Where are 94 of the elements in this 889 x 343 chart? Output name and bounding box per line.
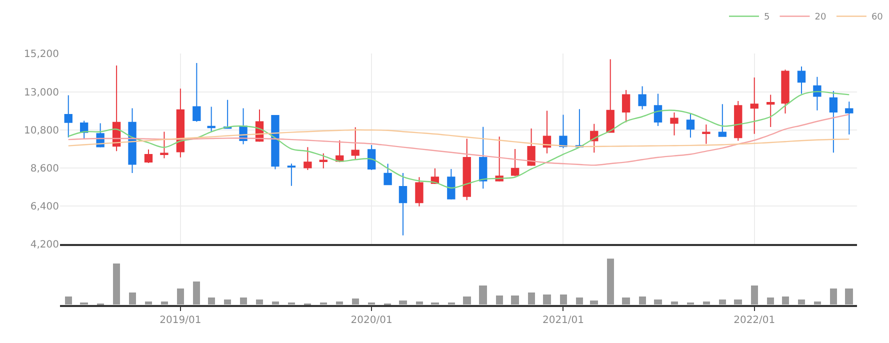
candlestick (367, 144, 376, 170)
candlestick (606, 58, 614, 133)
candlestick (128, 108, 136, 174)
candlestick (351, 126, 360, 160)
bar (751, 286, 758, 305)
candlestick (144, 149, 153, 164)
candlestick (384, 163, 392, 186)
candlestick (398, 172, 408, 236)
line-series (68, 90, 850, 189)
bar (129, 292, 136, 305)
candlestick (829, 90, 838, 154)
candlestick (638, 86, 646, 110)
y-tick-label: 15,200 (24, 49, 59, 60)
bar (607, 258, 614, 305)
candlestick (654, 93, 662, 127)
candlestick (304, 146, 312, 170)
bar (336, 302, 343, 305)
candlestick (207, 106, 216, 132)
bar (782, 296, 789, 305)
bar (576, 298, 583, 305)
candlestick (319, 152, 328, 169)
bar (734, 300, 742, 305)
candlestick (813, 76, 822, 111)
bar (543, 294, 551, 305)
bar (511, 296, 519, 305)
bar (703, 302, 710, 305)
candlestick (622, 89, 630, 123)
bar (352, 298, 359, 305)
candlestick (750, 76, 758, 134)
bar (177, 288, 184, 305)
candlestick (447, 168, 456, 200)
candlestick (542, 110, 552, 154)
candlestick (527, 128, 536, 166)
candlestick (462, 138, 471, 201)
line-series (68, 129, 850, 148)
bar (208, 298, 215, 305)
y-tick-label: 8,600 (30, 163, 59, 174)
bar (161, 302, 168, 305)
candlestick (510, 148, 520, 177)
y-tick-label: 13,000 (24, 87, 59, 98)
legend-label: 5 (764, 12, 770, 23)
bar (845, 288, 853, 305)
bar (272, 302, 279, 305)
bar (256, 300, 263, 305)
bar (719, 300, 726, 305)
legend-label: 20 (814, 12, 826, 23)
y-tick-label: 4,200 (30, 240, 59, 251)
candlestick (479, 126, 488, 190)
bar (560, 294, 567, 305)
x-tick-label: 2022/01 (734, 315, 776, 326)
x-tick-label: 2021/01 (542, 315, 584, 326)
bar (639, 296, 646, 305)
bar (463, 296, 471, 305)
bar (224, 300, 231, 305)
legend-label: 60 (871, 12, 884, 23)
bar (193, 282, 200, 305)
bar (814, 302, 821, 305)
candlestick (734, 100, 742, 142)
x-tick-label: 2020/01 (350, 315, 392, 326)
candlestick (781, 69, 790, 114)
bar (654, 300, 662, 305)
bar (622, 298, 630, 305)
bar (830, 288, 837, 305)
y-tick-label: 10,800 (24, 125, 59, 136)
y-tick-label: 6,400 (30, 202, 59, 213)
bar (399, 300, 407, 305)
bar (145, 302, 152, 305)
bar (113, 264, 120, 305)
line-series (68, 114, 850, 166)
candlestick (766, 94, 775, 128)
candlestick (797, 66, 806, 94)
bar (590, 300, 598, 305)
bar (65, 296, 72, 305)
x-tick-label: 2019/01 (160, 315, 202, 326)
candlestick (64, 94, 72, 138)
candlestick (845, 101, 854, 135)
candlestick (287, 163, 296, 186)
bar (767, 298, 774, 305)
candlestick (160, 131, 168, 159)
candlestick (559, 114, 568, 149)
candlestick (271, 114, 280, 170)
candlestick (670, 112, 678, 136)
candlestick (192, 62, 201, 122)
bar (240, 298, 247, 305)
candlestick (415, 176, 424, 207)
candlestick (686, 113, 695, 138)
bar (416, 302, 423, 305)
candlestick (718, 104, 727, 137)
bar (798, 300, 805, 305)
candlestick (702, 124, 710, 144)
bar (479, 286, 487, 305)
bar (671, 302, 678, 305)
bar (528, 292, 535, 305)
bar (496, 296, 503, 305)
